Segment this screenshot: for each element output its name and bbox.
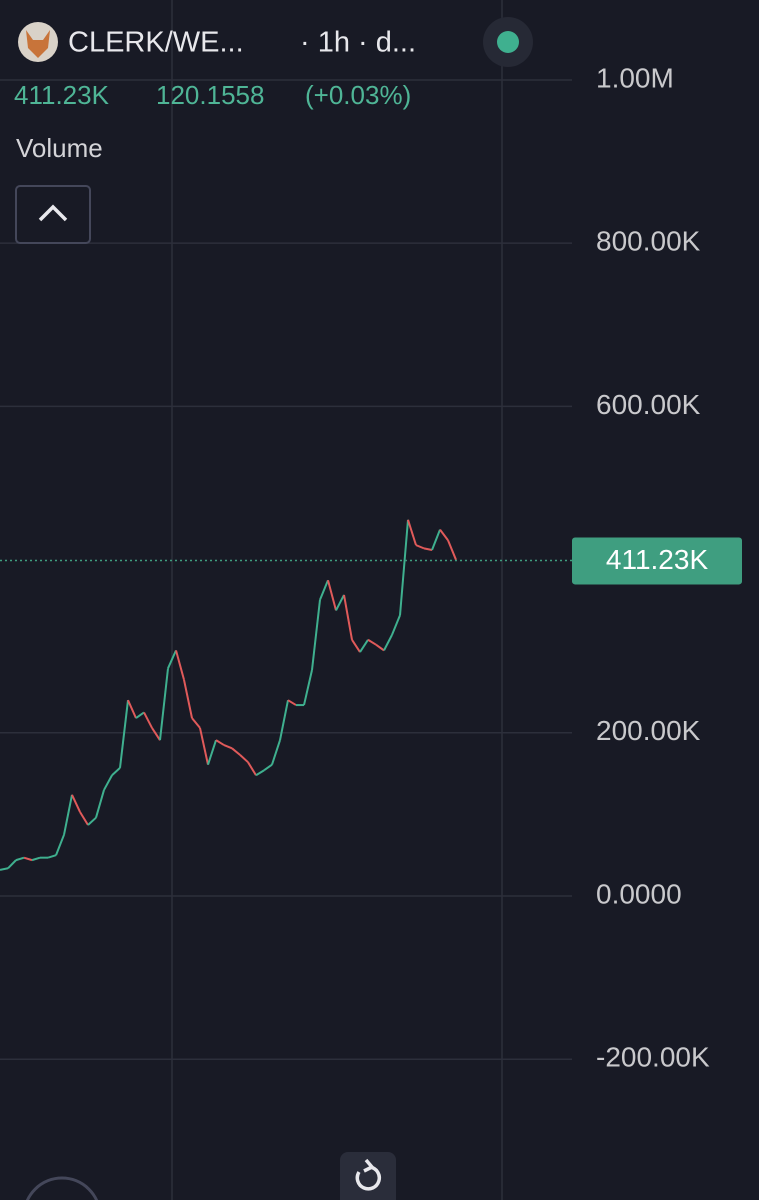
price-segment <box>359 639 369 653</box>
grid <box>0 79 572 1060</box>
price-segment <box>391 614 401 636</box>
chevron-up <box>38 204 68 222</box>
price-segment <box>223 744 233 750</box>
price-segment <box>215 739 225 746</box>
price-segment <box>343 594 353 640</box>
y-tick-label: 600.00K <box>596 389 701 420</box>
price-segment <box>367 638 377 646</box>
reset-button[interactable] <box>340 1152 396 1200</box>
y-tick-label: -200.00K <box>596 1042 710 1073</box>
price-segment <box>0 867 9 871</box>
status-dot <box>497 31 519 53</box>
price-segment <box>207 739 217 765</box>
price-segment <box>271 739 281 765</box>
price-segment <box>263 763 273 772</box>
y-tick-label: 800.00K <box>596 226 701 257</box>
y-tick-label: 200.00K <box>596 715 701 746</box>
round-button[interactable] <box>24 1176 100 1200</box>
price-segment <box>255 769 265 777</box>
pair[interactable]: CLERK/WE... <box>68 27 244 59</box>
price-segment <box>319 579 329 601</box>
volume-value: 411.23K <box>14 80 110 110</box>
price-segment <box>135 711 145 719</box>
last-price-label: 411.23K <box>606 544 709 575</box>
last-price-box <box>572 537 742 585</box>
price-segment <box>247 761 257 776</box>
price-segment <box>87 816 97 826</box>
price-segment <box>79 811 89 826</box>
price-segment <box>183 679 193 719</box>
price-segment <box>95 789 105 818</box>
price-segment <box>287 699 297 706</box>
price-segment <box>7 859 17 869</box>
price-segment <box>407 519 417 546</box>
y-tick-label: 1.00M <box>596 62 674 93</box>
price-segment <box>327 579 337 611</box>
price-segment <box>447 539 457 561</box>
price-segment <box>175 650 185 681</box>
collapse-button[interactable] <box>15 185 91 244</box>
price-segment <box>351 639 361 653</box>
price-segment <box>399 519 409 616</box>
price-segment <box>335 594 345 611</box>
price-segment <box>415 544 425 550</box>
change: (+0.03%) <box>305 80 411 110</box>
price-segment <box>55 834 65 856</box>
price-segment <box>231 747 241 756</box>
price-segment <box>143 711 153 729</box>
price-segment <box>47 854 57 859</box>
y-tick-label: 0.0000 <box>596 878 682 909</box>
interval[interactable]: · 1h · d... <box>300 27 416 59</box>
price-segment <box>111 767 121 776</box>
reset-icon <box>355 1165 382 1191</box>
price: 120.1558 <box>156 80 264 110</box>
price-segment <box>103 774 113 791</box>
price-segment <box>15 856 25 862</box>
price-segment <box>63 794 73 836</box>
price-segment <box>431 529 441 551</box>
price-segment <box>159 668 169 741</box>
price-segment <box>167 649 177 669</box>
price-segment <box>23 856 33 862</box>
reset-arrow <box>363 1158 375 1173</box>
price-segment <box>311 599 321 671</box>
price-segment <box>199 727 209 765</box>
price-segment <box>127 699 137 719</box>
plot <box>0 519 457 871</box>
price-segment <box>279 699 289 741</box>
price-segment <box>423 547 433 551</box>
price-segment <box>439 529 449 541</box>
price-segment <box>375 643 385 652</box>
fox-face <box>26 30 50 58</box>
price-segment <box>151 727 161 741</box>
price-segment <box>191 717 201 729</box>
price-segment <box>239 754 249 763</box>
price-segment <box>119 700 129 769</box>
price-segment <box>71 794 81 813</box>
price-segment <box>383 634 393 651</box>
indicator: Volume <box>16 133 103 163</box>
price-segment <box>303 669 313 706</box>
price-segment <box>31 856 41 862</box>
